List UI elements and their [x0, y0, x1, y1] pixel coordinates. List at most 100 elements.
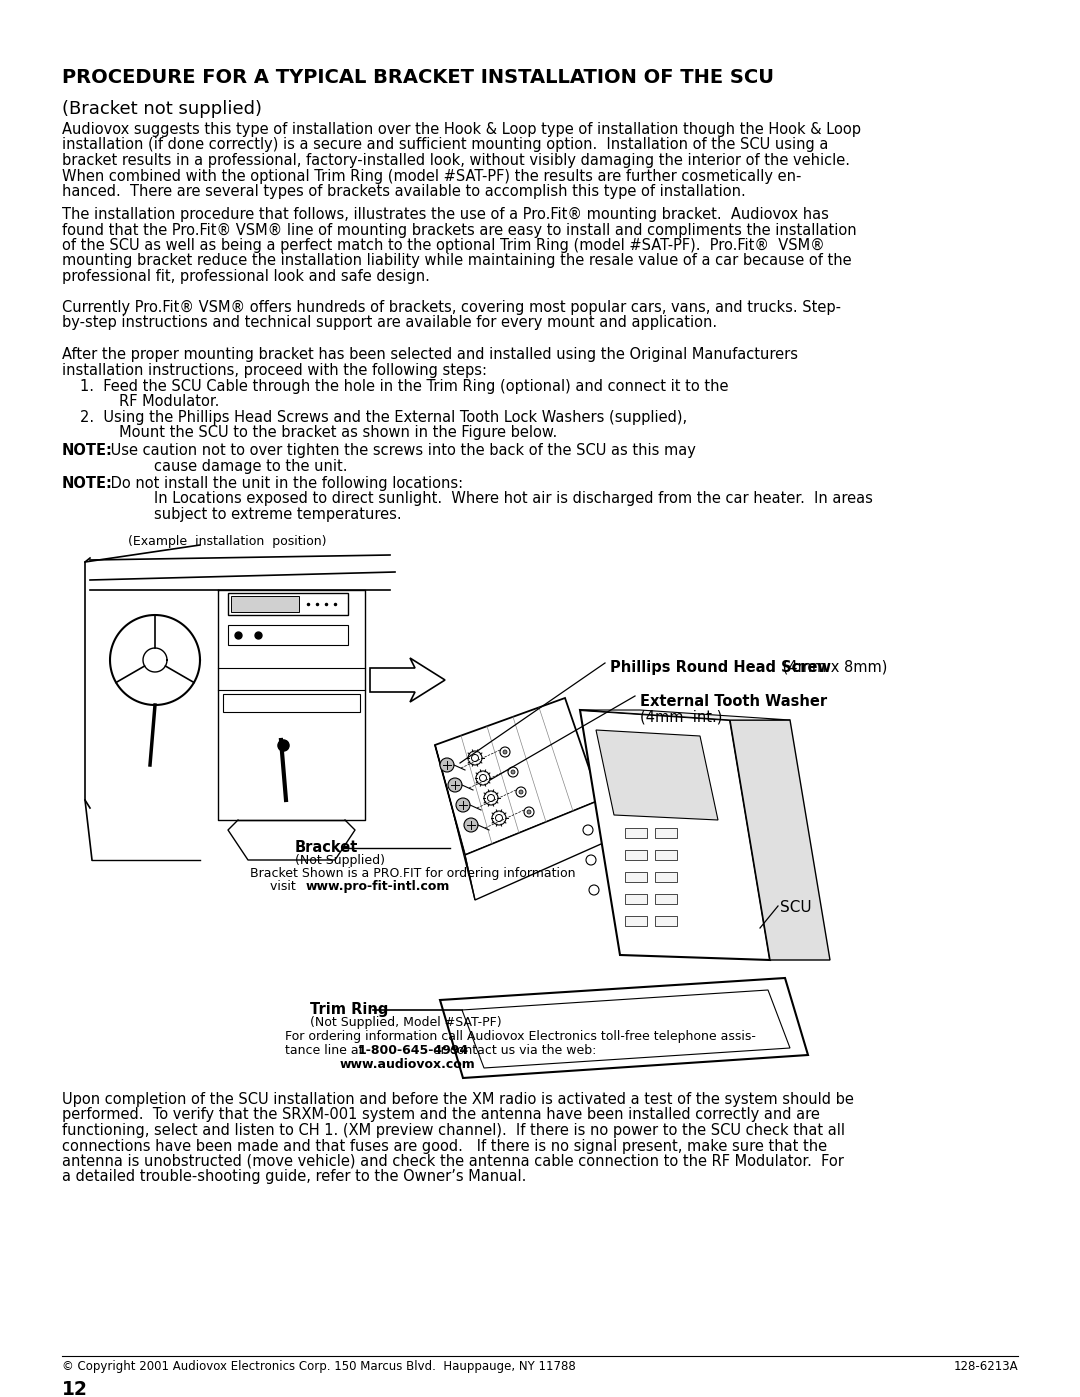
Circle shape: [516, 787, 526, 798]
Text: RF Modulator.: RF Modulator.: [96, 394, 219, 409]
Polygon shape: [440, 978, 808, 1078]
Text: www.audiovox.com: www.audiovox.com: [340, 1058, 476, 1071]
Polygon shape: [462, 990, 789, 1067]
Bar: [231, 597, 299, 612]
Text: 2.  Using the Phillips Head Screws and the External Tooth Lock Washers (supplied: 2. Using the Phillips Head Screws and th…: [80, 409, 687, 425]
Text: 1-800-645-4994: 1-800-645-4994: [357, 1044, 469, 1058]
Circle shape: [589, 886, 599, 895]
Text: connections have been made and that fuses are good.   If there is no signal pres: connections have been made and that fuse…: [62, 1139, 827, 1154]
Text: (4mm x 8mm): (4mm x 8mm): [778, 659, 887, 675]
Text: Bracket Shown is a PRO.FIT for ordering information: Bracket Shown is a PRO.FIT for ordering …: [249, 868, 576, 880]
Bar: [625, 828, 647, 838]
Bar: [625, 894, 647, 904]
Text: antenna is unobstructed (move vehicle) and check the antenna cable connection to: antenna is unobstructed (move vehicle) a…: [62, 1154, 843, 1169]
Polygon shape: [730, 719, 831, 960]
Text: 1.  Feed the SCU Cable through the hole in the Trim Ring (optional) and connect : 1. Feed the SCU Cable through the hole i…: [80, 379, 729, 394]
Text: SCU: SCU: [780, 900, 812, 915]
Bar: [625, 872, 647, 882]
Bar: [654, 872, 677, 882]
Text: (4mm  int.): (4mm int.): [640, 710, 723, 724]
Circle shape: [500, 747, 510, 757]
Text: Bracket: Bracket: [295, 840, 359, 855]
Text: bracket results in a professional, factory-installed look, without visibly damag: bracket results in a professional, facto…: [62, 154, 850, 168]
Circle shape: [583, 826, 593, 835]
Polygon shape: [435, 745, 475, 900]
Polygon shape: [370, 658, 445, 703]
Circle shape: [492, 812, 507, 826]
Bar: [654, 828, 677, 838]
Text: Do not install the unit in the following locations:: Do not install the unit in the following…: [106, 476, 463, 490]
Polygon shape: [580, 710, 789, 719]
Text: NOTE:: NOTE:: [62, 476, 113, 490]
Text: www.pro-fit-intl.com: www.pro-fit-intl.com: [306, 880, 450, 893]
Text: by-step instructions and technical support are available for every mount and app: by-step instructions and technical suppo…: [62, 316, 717, 331]
Text: professional fit, professional look and safe design.: professional fit, professional look and …: [62, 270, 430, 284]
Circle shape: [484, 791, 498, 805]
Text: visit: visit: [270, 880, 303, 893]
Text: NOTE:: NOTE:: [62, 443, 113, 458]
Text: Mount the SCU to the bracket as shown in the Figure below.: Mount the SCU to the bracket as shown in…: [96, 426, 557, 440]
Text: External Tooth Washer: External Tooth Washer: [640, 694, 827, 710]
Text: PROCEDURE FOR A TYPICAL BRACKET INSTALLATION OF THE SCU: PROCEDURE FOR A TYPICAL BRACKET INSTALLA…: [62, 68, 774, 87]
Bar: [654, 894, 677, 904]
Text: of the SCU as well as being a perfect match to the optional Trim Ring (model #SA: of the SCU as well as being a perfect ma…: [62, 237, 825, 253]
Text: subject to extreme temperatures.: subject to extreme temperatures.: [154, 507, 402, 522]
Text: Upon completion of the SCU installation and before the XM radio is activated a t: Upon completion of the SCU installation …: [62, 1092, 854, 1106]
Text: In Locations exposed to direct sunlight.  Where hot air is discharged from the c: In Locations exposed to direct sunlight.…: [154, 492, 873, 507]
Circle shape: [524, 807, 534, 817]
Circle shape: [503, 750, 507, 754]
Circle shape: [586, 855, 596, 865]
Text: mounting bracket reduce the installation liability while maintaining the resale : mounting bracket reduce the installation…: [62, 253, 852, 268]
Circle shape: [476, 771, 490, 785]
Text: cause damage to the unit.: cause damage to the unit.: [154, 458, 348, 474]
Polygon shape: [465, 800, 610, 900]
Circle shape: [440, 759, 454, 773]
Text: (Not Supplied, Model #SAT-PF): (Not Supplied, Model #SAT-PF): [310, 1016, 501, 1030]
Circle shape: [472, 754, 478, 761]
Text: Phillips Round Head Screw: Phillips Round Head Screw: [610, 659, 831, 675]
Circle shape: [448, 778, 462, 792]
Circle shape: [480, 774, 486, 781]
Text: (Not Supplied): (Not Supplied): [295, 854, 384, 868]
Text: When combined with the optional Trim Ring (model #SAT-PF) the results are furthe: When combined with the optional Trim Rin…: [62, 169, 801, 183]
Text: a detailed trouble-shooting guide, refer to the Owner’s Manual.: a detailed trouble-shooting guide, refer…: [62, 1169, 526, 1185]
Text: or contact us via the web:: or contact us via the web:: [429, 1044, 596, 1058]
Text: After the proper mounting bracket has been selected and installed using the Orig: After the proper mounting bracket has be…: [62, 346, 798, 362]
Text: installation (if done correctly) is a secure and sufficient mounting option.  In: installation (if done correctly) is a se…: [62, 137, 828, 152]
Text: Use caution not to over tighten the screws into the back of the SCU as this may: Use caution not to over tighten the scre…: [106, 443, 696, 458]
Circle shape: [456, 798, 470, 812]
Text: performed.  To verify that the SRXM-001 system and the antenna have been install: performed. To verify that the SRXM-001 s…: [62, 1108, 820, 1123]
Text: 12: 12: [62, 1380, 87, 1397]
Text: hanced.  There are several types of brackets available to accomplish this type o: hanced. There are several types of brack…: [62, 184, 746, 198]
Text: (Example  installation  position): (Example installation position): [129, 535, 326, 548]
Polygon shape: [580, 710, 770, 960]
Bar: [228, 592, 348, 615]
Circle shape: [508, 767, 518, 777]
Circle shape: [511, 770, 515, 774]
Circle shape: [468, 752, 482, 766]
Bar: [654, 916, 677, 926]
Text: (Bracket not supplied): (Bracket not supplied): [62, 101, 262, 117]
Text: installation instructions, proceed with the following steps:: installation instructions, proceed with …: [62, 362, 487, 377]
Text: found that the Pro.Fit® VSM® line of mounting brackets are easy to install and c: found that the Pro.Fit® VSM® line of mou…: [62, 222, 856, 237]
Polygon shape: [435, 698, 600, 855]
Circle shape: [496, 814, 502, 821]
Bar: [222, 694, 360, 712]
Text: 128-6213A: 128-6213A: [954, 1361, 1018, 1373]
Polygon shape: [596, 731, 718, 820]
Text: © Copyright 2001 Audiovox Electronics Corp. 150 Marcus Blvd.  Hauppauge, NY 1178: © Copyright 2001 Audiovox Electronics Co…: [62, 1361, 576, 1373]
Text: Audiovox suggests this type of installation over the Hook & Loop type of install: Audiovox suggests this type of installat…: [62, 122, 861, 137]
Bar: [625, 916, 647, 926]
Circle shape: [464, 819, 478, 833]
Circle shape: [487, 795, 495, 802]
Bar: [228, 624, 348, 645]
Text: tance line at: tance line at: [285, 1044, 367, 1058]
Circle shape: [519, 789, 523, 793]
Bar: [654, 849, 677, 861]
Text: For ordering information call Audiovox Electronics toll-free telephone assis-: For ordering information call Audiovox E…: [285, 1030, 756, 1044]
Text: Trim Ring: Trim Ring: [310, 1002, 389, 1017]
Text: Currently Pro.Fit® VSM® offers hundreds of brackets, covering most popular cars,: Currently Pro.Fit® VSM® offers hundreds …: [62, 300, 841, 314]
Text: functioning, select and listen to CH 1. (XM preview channel).  If there is no po: functioning, select and listen to CH 1. …: [62, 1123, 845, 1139]
Bar: [625, 849, 647, 861]
Circle shape: [527, 810, 531, 814]
